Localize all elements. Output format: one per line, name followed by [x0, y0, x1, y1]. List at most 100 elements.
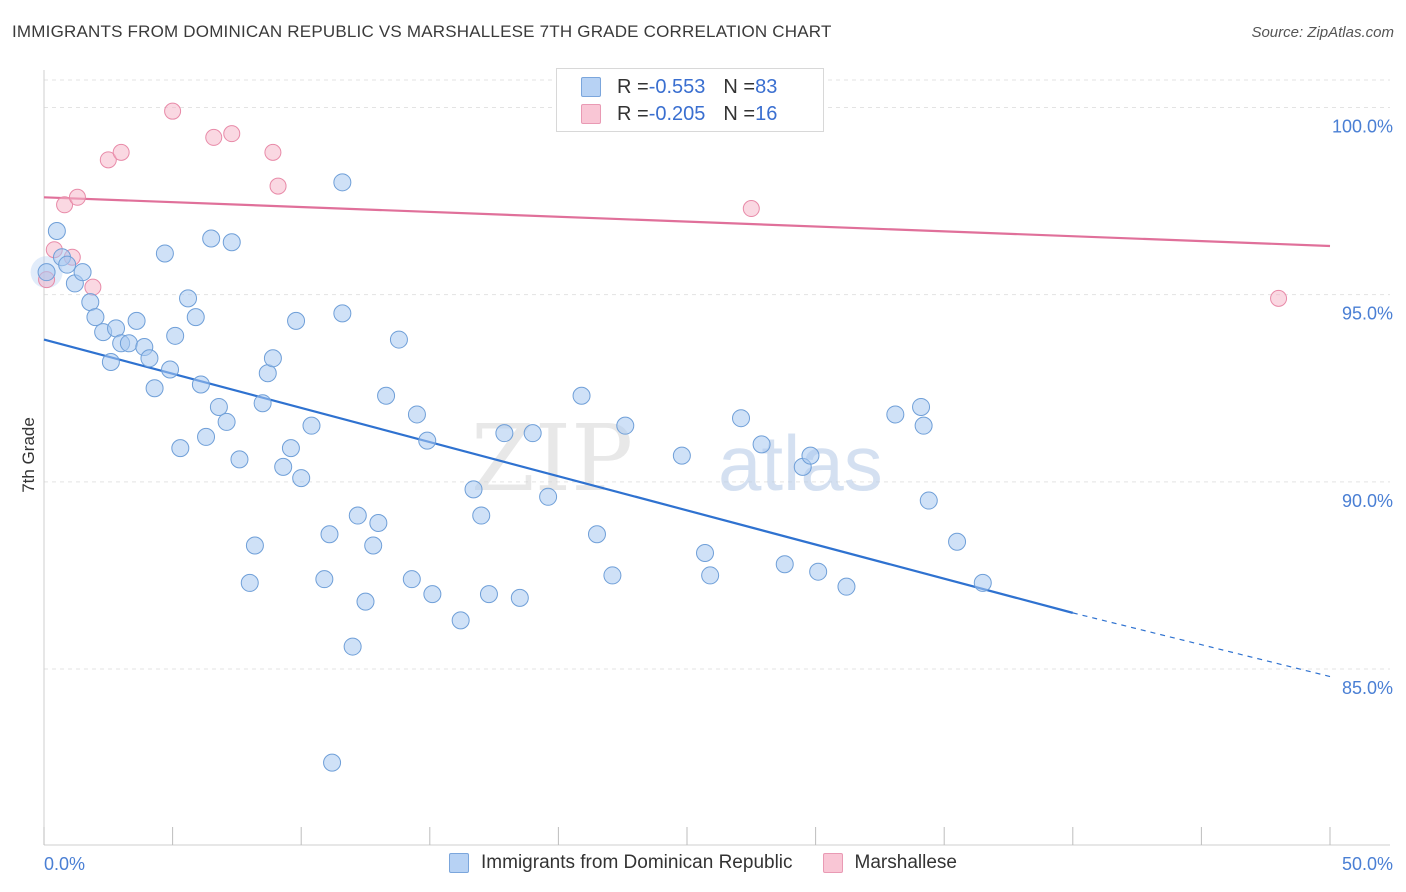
data-point-marshallese — [1270, 289, 1288, 307]
data-point-dominican — [287, 311, 306, 330]
data-point-dominican — [140, 349, 159, 368]
data-point-dominican — [73, 263, 92, 282]
data-point-dominican — [701, 566, 720, 585]
data-point-dominican — [302, 416, 321, 435]
y-tick-label: 85.0% — [1342, 678, 1393, 698]
trend-line-dominican-extension — [1072, 612, 1331, 678]
legend-label-dominican: Immigrants from Dominican Republic — [481, 852, 793, 873]
data-point-dominican — [320, 525, 339, 544]
legend-r-value: -0.205 — [648, 102, 706, 125]
y-tick-label: 90.0% — [1342, 491, 1393, 511]
data-point-dominican — [58, 255, 77, 274]
data-point-dominican — [973, 573, 992, 592]
chart-title: IMMIGRANTS FROM DOMINICAN REPUBLIC VS MA… — [12, 22, 832, 41]
data-point-marshallese — [164, 102, 182, 120]
y-tick-label: 95.0% — [1342, 304, 1393, 324]
legend-n-value: 83 — [755, 75, 778, 98]
legend-swatch-blue — [581, 77, 601, 97]
data-point-dominican — [81, 293, 100, 312]
data-point-dominican — [919, 491, 938, 510]
data-point-dominican — [202, 229, 221, 248]
data-point-dominican — [948, 532, 967, 551]
legend-row-pink: R = -0.205 N = 16 — [581, 101, 777, 127]
data-point-dominican — [315, 570, 334, 589]
data-point-dominican — [47, 221, 66, 240]
legend-swatch-blue — [449, 853, 470, 873]
data-point-dominican — [464, 480, 483, 499]
data-point-dominican — [191, 375, 210, 394]
data-point-dominican — [423, 585, 442, 604]
data-point-dominican — [333, 173, 352, 192]
x-tick-label: 0.0% — [44, 854, 85, 874]
data-point-dominican — [672, 446, 691, 465]
data-point-dominican — [292, 469, 311, 488]
data-point-dominican — [369, 514, 388, 533]
data-point-dominican — [323, 753, 342, 772]
data-point-dominican — [186, 308, 205, 327]
data-point-marshallese — [264, 143, 282, 161]
data-point-dominican — [572, 386, 591, 405]
data-point-dominican — [171, 439, 190, 458]
data-point-dominican — [230, 450, 249, 469]
source-label: Source: ZipAtlas.com — [1251, 24, 1394, 41]
data-point-dominican — [407, 405, 426, 424]
data-point-dominican — [86, 308, 105, 327]
data-point-dominican — [101, 353, 120, 372]
legend-n-label: N = — [723, 75, 756, 98]
trend-layer — [43, 196, 1331, 678]
data-point-dominican — [451, 611, 470, 630]
data-point-dominican — [914, 416, 933, 435]
data-point-dominican — [281, 439, 300, 458]
stats-legend: R = -0.553 N = 83 R = -0.205 N = 16 — [556, 68, 824, 132]
data-point-dominican — [258, 364, 277, 383]
data-point-dominican — [510, 588, 529, 607]
data-point-dominican — [495, 424, 514, 443]
data-point-dominican — [127, 311, 146, 330]
data-point-dominican — [616, 416, 635, 435]
data-point-dominican — [217, 412, 236, 431]
data-point-dominican — [696, 543, 715, 562]
data-point-marshallese — [84, 278, 102, 296]
data-point-dominican — [197, 427, 216, 446]
data-point-marshallese — [112, 143, 130, 161]
data-point-marshallese — [99, 151, 117, 169]
x-tick-label: 50.0% — [1342, 854, 1393, 874]
data-point-marshallese — [269, 177, 287, 195]
legend-row-blue: R = -0.553 N = 83 — [581, 74, 777, 100]
data-point-dominican — [161, 360, 180, 379]
data-point-marshallese — [56, 196, 74, 214]
data-point-dominican — [166, 326, 185, 345]
data-point-dominican — [155, 244, 174, 263]
legend-r-label: R = — [617, 75, 649, 98]
data-point-dominican — [107, 319, 126, 338]
data-point-marshallese — [223, 125, 241, 143]
data-point-dominican — [539, 487, 558, 506]
data-point-dominican — [886, 405, 905, 424]
data-point-dominican — [801, 446, 820, 465]
data-point-dominican — [377, 386, 396, 405]
legend-n-value: 16 — [755, 102, 778, 125]
data-point-dominican — [752, 435, 771, 454]
data-point-dominican — [333, 304, 352, 323]
data-point-dominican — [348, 506, 367, 525]
y-axis-label: 7th Grade — [19, 417, 38, 493]
data-point-marshallese — [205, 128, 223, 146]
data-point-dominican — [253, 394, 272, 413]
data-point-dominican — [263, 349, 282, 368]
data-point-dominican — [245, 536, 264, 555]
legend-r-label: R = — [617, 102, 649, 125]
data-point-dominican — [209, 397, 228, 416]
data-point-dominican — [179, 289, 198, 308]
data-point-dominican — [523, 424, 542, 443]
data-point-dominican — [364, 536, 383, 555]
data-point-dominican — [809, 562, 828, 581]
legend-n-label: N = — [723, 102, 756, 125]
trend-line-dominican — [43, 338, 1074, 614]
data-point-dominican — [912, 397, 931, 416]
trend-line-marshallese — [43, 196, 1331, 248]
y-tick-label: 100.0% — [1332, 116, 1393, 136]
data-point-dominican — [274, 457, 293, 476]
axis-layer: 85.0% 90.0% 95.0% 100.0% 0.0% 50.0% — [43, 70, 1393, 874]
data-point-dominican — [479, 585, 498, 604]
